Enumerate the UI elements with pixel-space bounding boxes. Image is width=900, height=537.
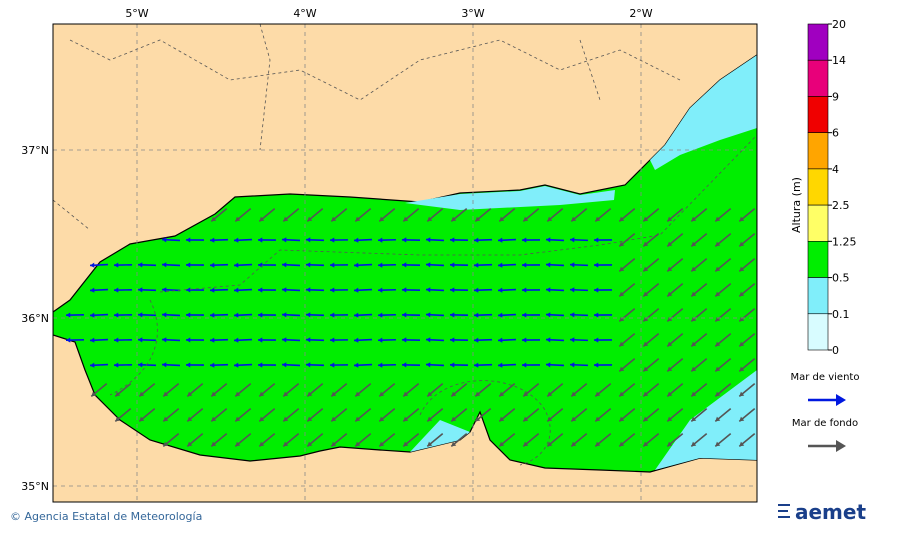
colorbar-segment — [808, 133, 828, 169]
colorbar-label: 6 — [832, 127, 839, 140]
lon-labels: 5°W 4°W 3°W 2°W — [125, 7, 652, 20]
lat-label: 35°N — [21, 480, 49, 493]
colorbar-segment — [808, 278, 828, 314]
colorbar-label: 1.25 — [832, 235, 857, 248]
lon-label: 5°W — [125, 7, 148, 20]
colorbar-segment — [808, 205, 828, 241]
colorbar-label: 4 — [832, 163, 839, 176]
colorbar-label: 0 — [832, 344, 839, 357]
legend-arrowhead — [836, 440, 846, 452]
legend-arrowhead — [836, 394, 846, 406]
colorbar-label: 0.1 — [832, 308, 850, 321]
legend-label: Mar de viento — [791, 372, 860, 383]
map — [53, 24, 757, 502]
colorbar-segment — [808, 241, 828, 277]
colorbar-segment — [808, 24, 828, 60]
lat-labels: 37°N 36°N 35°N — [21, 144, 49, 493]
colorbar-segment — [808, 169, 828, 205]
colorbar-label: 0.5 — [832, 272, 850, 285]
logo-icon — [778, 505, 790, 517]
colorbar-label: 14 — [832, 54, 846, 67]
legend: Mar de viento Mar de fondo — [791, 372, 860, 452]
credit: © Agencia Estatal de Meteorología — [10, 510, 202, 523]
legend-label: Mar de fondo — [792, 418, 858, 429]
colorbar: 20 14 9 6 4 2.5 1.25 0.5 0.1 0 — [808, 18, 857, 357]
lat-label: 36°N — [21, 312, 49, 325]
lon-label: 3°W — [461, 7, 484, 20]
lat-label: 37°N — [21, 144, 49, 157]
colorbar-label: 9 — [832, 90, 839, 103]
colorbar-segment — [808, 314, 828, 350]
lon-label: 2°W — [629, 7, 652, 20]
colorbar-label: 2.5 — [832, 199, 850, 212]
lon-label: 4°W — [293, 7, 316, 20]
colorbar-segment — [808, 60, 828, 96]
colorbar-title: Altura (m) — [790, 177, 803, 233]
colorbar-segment — [808, 96, 828, 132]
logo: aemet — [795, 500, 866, 524]
colorbar-label: 20 — [832, 18, 846, 31]
